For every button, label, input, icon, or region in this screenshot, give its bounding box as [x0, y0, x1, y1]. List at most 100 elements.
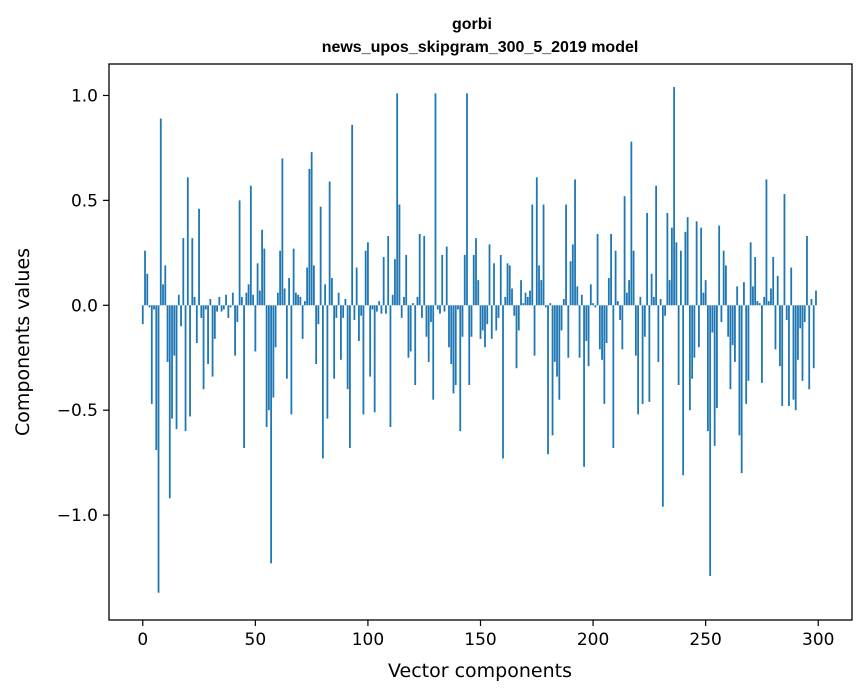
- bar-63: [283, 288, 286, 306]
- bar-260: [727, 305, 730, 337]
- bar-278: [767, 301, 770, 306]
- bar-229: [657, 305, 660, 362]
- bar-146: [470, 305, 473, 337]
- bar-130: [434, 93, 437, 306]
- bar-46: [245, 292, 248, 306]
- bar-287: [788, 305, 790, 406]
- bar-194: [578, 305, 581, 358]
- bar-264: [736, 286, 739, 306]
- bar-118: [407, 305, 410, 358]
- bar-170: [524, 292, 527, 306]
- bar-207: [607, 278, 610, 306]
- bar-48: [249, 185, 252, 306]
- bar-217: [630, 141, 633, 306]
- bar-263: [734, 305, 736, 362]
- bar-283: [779, 305, 781, 367]
- bar-6: [155, 305, 158, 451]
- bar-296: [808, 305, 811, 390]
- bar-103: [373, 305, 376, 413]
- bar-60: [276, 292, 279, 306]
- bar-276: [763, 296, 766, 306]
- bar-245: [693, 305, 696, 358]
- bar-231: [661, 305, 664, 507]
- bar-120: [412, 303, 414, 306]
- bar-56: [267, 305, 270, 411]
- bar-218: [632, 250, 635, 306]
- bar-30: [209, 298, 212, 306]
- bar-289: [792, 305, 795, 400]
- bar-205: [603, 305, 606, 404]
- bar-97: [360, 305, 363, 316]
- bar-76: [312, 265, 315, 306]
- x-tick-label: 0: [137, 630, 148, 650]
- bar-23: [193, 296, 196, 306]
- bar-86: [335, 305, 338, 318]
- bar-7: [157, 305, 160, 593]
- bar-3: [148, 305, 151, 308]
- bar-151: [481, 305, 484, 331]
- bar-243: [688, 305, 691, 411]
- bar-190: [569, 261, 572, 306]
- bar-291: [797, 305, 799, 360]
- bar-27: [202, 305, 205, 390]
- x-tick-label: 100: [352, 630, 384, 650]
- x-tick-label: 250: [689, 630, 721, 650]
- bar-286: [785, 305, 788, 320]
- bar-75: [310, 152, 313, 306]
- bar-293: [801, 305, 804, 381]
- bar-206: [605, 305, 608, 344]
- bar-171: [526, 296, 529, 306]
- bar-133: [441, 254, 444, 306]
- bar-225: [648, 305, 651, 402]
- bar-294: [803, 305, 806, 323]
- bar-31: [211, 305, 214, 377]
- bar-4: [150, 305, 153, 404]
- bar-166: [515, 305, 518, 369]
- bar-266: [740, 305, 743, 474]
- bar-252: [709, 305, 712, 576]
- bar-242: [686, 217, 689, 306]
- bar-178: [542, 204, 545, 306]
- bar-51: [256, 263, 259, 306]
- bar-208: [610, 233, 612, 306]
- bar-105: [378, 301, 381, 306]
- bar-157: [495, 305, 498, 331]
- bar-40: [231, 292, 234, 306]
- bar-274: [758, 303, 761, 306]
- bar-10: [164, 265, 167, 306]
- bar-123: [418, 233, 421, 306]
- bar-195: [580, 294, 583, 306]
- bar-202: [596, 233, 599, 306]
- bar-13: [171, 305, 173, 419]
- bar-268: [745, 305, 748, 404]
- bar-109: [387, 236, 390, 306]
- bar-112: [394, 259, 396, 306]
- bar-62: [281, 158, 284, 306]
- bar-230: [659, 298, 662, 306]
- bar-246: [695, 221, 698, 306]
- bar-36: [222, 305, 225, 310]
- bar-47: [247, 284, 250, 306]
- bar-175: [535, 177, 538, 306]
- bar-220: [637, 305, 640, 415]
- bar-108: [385, 305, 387, 314]
- bar-102: [371, 305, 374, 310]
- bar-149: [477, 280, 480, 306]
- bar-49: [252, 294, 254, 306]
- bar-45: [243, 305, 245, 448]
- y-tick-label: 0.5: [71, 191, 98, 211]
- bar-281: [774, 305, 777, 350]
- bar-160: [502, 305, 504, 459]
- bar-168: [520, 280, 522, 306]
- bar-90: [344, 298, 347, 306]
- bar-74: [308, 168, 311, 306]
- bar-83: [328, 181, 331, 306]
- bar-91: [346, 305, 349, 390]
- bar-41: [234, 305, 236, 356]
- bar-279: [770, 288, 772, 306]
- bar-270: [749, 242, 752, 306]
- chart-title: gorbi: [452, 16, 492, 33]
- bar-67: [292, 248, 295, 306]
- bar-249: [702, 292, 705, 306]
- bar-138: [452, 305, 455, 394]
